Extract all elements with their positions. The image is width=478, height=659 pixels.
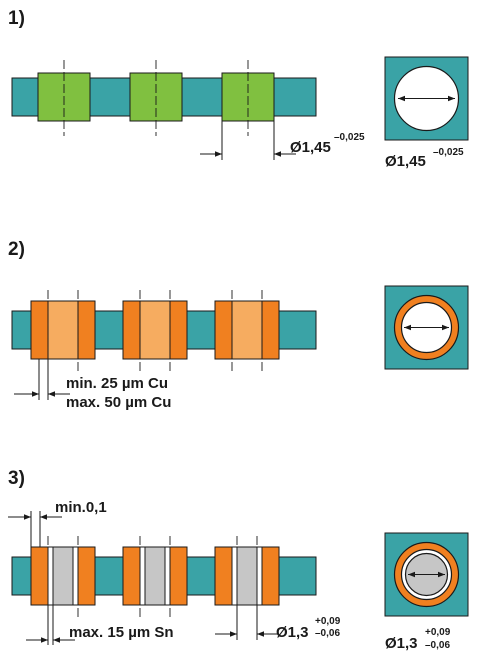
min-gap-dimension (8, 511, 62, 548)
step-1: 1) Ø1,45 –0,025 Ø1,45 –0,025 (8, 8, 469, 170)
finished-diameter-tol-lower: –0,06 (315, 628, 340, 639)
plating-boundary-lines (47, 290, 263, 372)
tin-plated-hole-3 (214, 546, 280, 606)
square-diameter-tolerance-1: –0,025 (433, 147, 464, 158)
finished-diameter-tol-upper: +0,09 (315, 616, 341, 627)
square-diameter-label-3: Ø1,3 (385, 635, 418, 652)
copper-max-label: max. 50 µm Cu (66, 394, 171, 411)
tin-max-label: max. 15 µm Sn (69, 624, 174, 641)
finished-hole-dimension (215, 605, 279, 640)
step-2: 2) (8, 239, 469, 411)
copper-thickness-dimension (14, 359, 70, 400)
hole-diameter-tolerance: –0,025 (334, 132, 365, 143)
step-2-number: 2) (8, 239, 25, 260)
step-1-number: 1) (8, 8, 25, 29)
finished-diameter-label: Ø1,3 (276, 624, 309, 641)
step-3: 3) min.0,1 (8, 468, 469, 652)
tin-thickness-dimension (26, 605, 75, 645)
hole-diameter-label: Ø1,45 (290, 139, 331, 156)
tin-boundary-lines (47, 536, 258, 618)
square-diameter-tol-lower-3: –0,06 (425, 640, 450, 651)
min-gap-label: min.0,1 (55, 499, 107, 516)
hole-center-lines (63, 60, 249, 136)
copper-plated-hole-2 (122, 300, 188, 360)
copper-plated-hole-3 (214, 300, 280, 360)
copper-plated-hole-1 (30, 300, 96, 360)
square-diameter-label-1: Ø1,45 (385, 153, 426, 170)
copper-min-label: min. 25 µm Cu (66, 375, 168, 392)
hole-diameter-dimension (200, 121, 296, 160)
step-3-number: 3) (8, 468, 25, 489)
square-diameter-tol-upper-3: +0,09 (425, 627, 451, 638)
tin-plated-hole-1 (30, 546, 96, 606)
tin-plated-hole-2 (122, 546, 188, 606)
